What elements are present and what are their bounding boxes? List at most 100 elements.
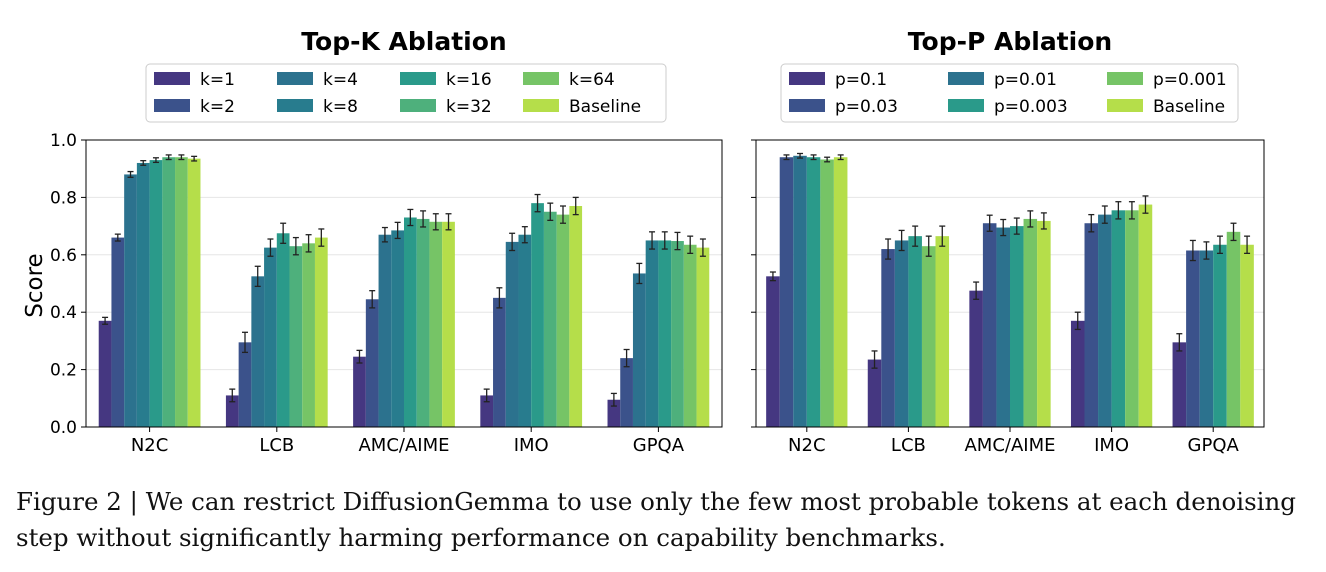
legend-label: p=0.01 — [994, 70, 1057, 90]
bar — [505, 241, 519, 427]
bar — [1023, 218, 1038, 427]
bar — [1010, 226, 1024, 427]
bar — [1125, 210, 1139, 427]
bar — [365, 299, 379, 427]
x-tick-label: LCB — [259, 435, 294, 456]
chart-title: Top-K Ablation — [301, 27, 506, 56]
bar — [632, 273, 646, 427]
legend-label: Baseline — [569, 97, 641, 117]
bar — [820, 159, 834, 428]
legend-label: p=0.1 — [835, 70, 887, 90]
legend-swatch — [154, 72, 190, 85]
legend-swatch — [789, 99, 825, 112]
plot-frame — [85, 139, 723, 428]
legend-swatch — [277, 99, 313, 112]
y-axis-label: Score — [22, 253, 48, 317]
y-tick-label: 1.0 — [50, 131, 77, 151]
bar — [353, 356, 366, 427]
bar — [569, 206, 583, 427]
y-tick-label: 0.2 — [50, 361, 77, 381]
x-tick-label: IMO — [1094, 435, 1129, 456]
legend-label: p=0.03 — [835, 97, 898, 117]
bar — [302, 243, 315, 427]
bar — [1098, 214, 1112, 427]
bar — [429, 221, 443, 427]
chart-title: Top-P Ablation — [908, 27, 1112, 56]
legend-label: k=2 — [200, 97, 235, 117]
bar — [1240, 244, 1254, 427]
legend-swatch — [1107, 99, 1143, 112]
legend-label: p=0.003 — [994, 97, 1068, 117]
bar — [289, 246, 303, 427]
bar — [493, 297, 506, 427]
bar — [543, 211, 557, 427]
bar — [671, 241, 684, 427]
bar — [1037, 220, 1051, 427]
x-tick-label: GPQA — [1188, 435, 1240, 456]
x-tick-label: AMC/AIME — [964, 435, 1055, 456]
bar — [881, 249, 895, 427]
bar — [480, 395, 494, 427]
bar — [175, 157, 188, 427]
bar — [1226, 231, 1241, 427]
bar — [98, 320, 112, 427]
bar — [251, 276, 265, 427]
bar — [658, 240, 672, 427]
legend-swatch — [400, 99, 436, 112]
bar — [793, 155, 807, 427]
x-tick-label: IMO — [514, 435, 549, 456]
bar — [276, 233, 290, 427]
legend-label: k=64 — [569, 70, 615, 90]
bar — [894, 240, 909, 427]
legend-label: Baseline — [1153, 97, 1225, 117]
y-tick-label: 0.4 — [50, 303, 77, 323]
bar — [908, 236, 922, 427]
x-tick-label: AMC/AIME — [358, 435, 449, 456]
legend-swatch — [948, 72, 984, 85]
legend-swatch — [1107, 72, 1143, 85]
bar — [264, 247, 277, 427]
bar — [867, 359, 882, 427]
bar — [314, 237, 328, 427]
bar — [556, 214, 570, 427]
bar — [1111, 210, 1126, 427]
legend-label: p=0.001 — [1153, 70, 1227, 90]
bar — [996, 227, 1010, 427]
bar — [620, 358, 633, 427]
bar — [1213, 244, 1227, 427]
bar — [696, 247, 710, 427]
legend-swatch — [400, 72, 436, 85]
bar — [149, 160, 163, 427]
bar — [124, 174, 137, 427]
legend-swatch — [277, 72, 313, 85]
bar — [921, 246, 936, 427]
bar — [1199, 250, 1214, 427]
x-tick-label: N2C — [131, 435, 169, 456]
bar — [806, 157, 821, 427]
bar — [645, 240, 659, 427]
bar — [187, 158, 201, 427]
bar — [1070, 320, 1085, 427]
bar — [378, 234, 392, 427]
bar — [779, 157, 794, 427]
bar — [136, 162, 150, 427]
y-tick-label: 0.6 — [50, 246, 77, 266]
bar — [531, 203, 544, 427]
bar — [935, 236, 950, 427]
bar — [518, 234, 532, 427]
y-tick-label: 0.8 — [50, 188, 77, 208]
legend-label: k=8 — [323, 97, 358, 117]
y-tick-label: 0.0 — [50, 418, 77, 438]
legend-swatch — [154, 99, 190, 112]
bar — [982, 223, 997, 427]
plot-frame — [755, 139, 1265, 428]
x-tick-label: LCB — [891, 435, 926, 456]
bar — [162, 157, 176, 427]
bar — [1172, 342, 1187, 427]
legend-label: k=32 — [446, 97, 492, 117]
bar — [1186, 250, 1200, 427]
bar — [833, 157, 848, 427]
bar — [683, 244, 697, 427]
legend-swatch — [523, 99, 559, 112]
